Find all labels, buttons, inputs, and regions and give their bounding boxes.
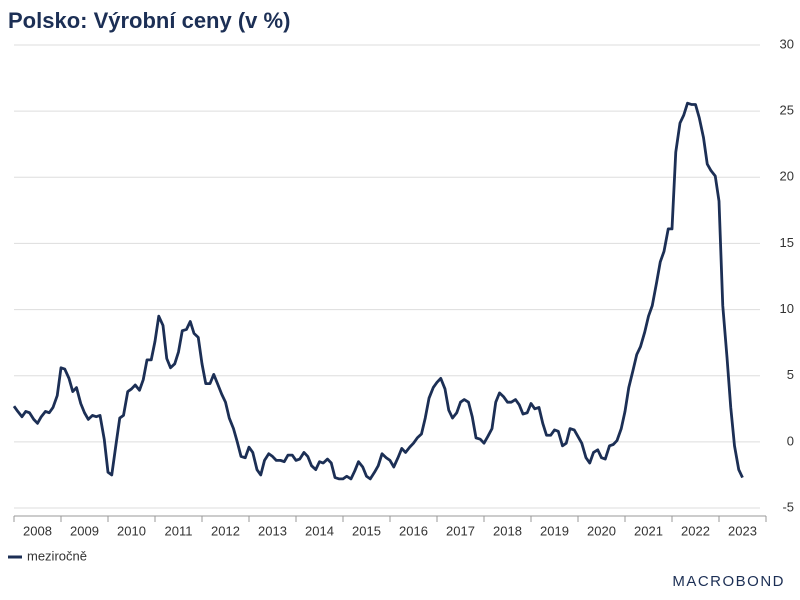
x-tick-label: 2023 xyxy=(728,523,757,538)
y-tick-label: 25 xyxy=(780,103,794,118)
x-tick-label: 2010 xyxy=(117,523,146,538)
x-tick-label: 2013 xyxy=(258,523,287,538)
x-tick-label: 2015 xyxy=(352,523,381,538)
x-tick-label: 2018 xyxy=(493,523,522,538)
y-tick-label: 10 xyxy=(780,301,794,316)
y-tick-label: -5 xyxy=(782,499,794,514)
x-tick-label: 2014 xyxy=(305,523,334,538)
x-tick-label: 2019 xyxy=(540,523,569,538)
x-tick-label: 2008 xyxy=(23,523,52,538)
x-tick-label: 2021 xyxy=(634,523,663,538)
logo: MACROBOND xyxy=(672,573,785,590)
y-tick-label: 0 xyxy=(787,433,794,448)
y-tick-label: 15 xyxy=(780,235,794,250)
x-tick-label: 2012 xyxy=(211,523,240,538)
y-tick-label: 5 xyxy=(787,367,794,382)
y-tick-label: 20 xyxy=(780,169,794,184)
x-tick-label: 2017 xyxy=(446,523,475,538)
x-tick-label: 2011 xyxy=(165,523,193,538)
x-tick-label: 2016 xyxy=(399,523,428,538)
legend-label: meziročně xyxy=(27,548,87,563)
data-line xyxy=(12,101,744,481)
x-tick-label: 2009 xyxy=(70,523,99,538)
y-tick-label: 30 xyxy=(780,36,794,51)
x-tick-label: 2020 xyxy=(587,523,616,538)
x-tick-label: 2022 xyxy=(681,523,710,538)
chart-title: Polsko: Výrobní ceny (v %) xyxy=(8,8,290,33)
